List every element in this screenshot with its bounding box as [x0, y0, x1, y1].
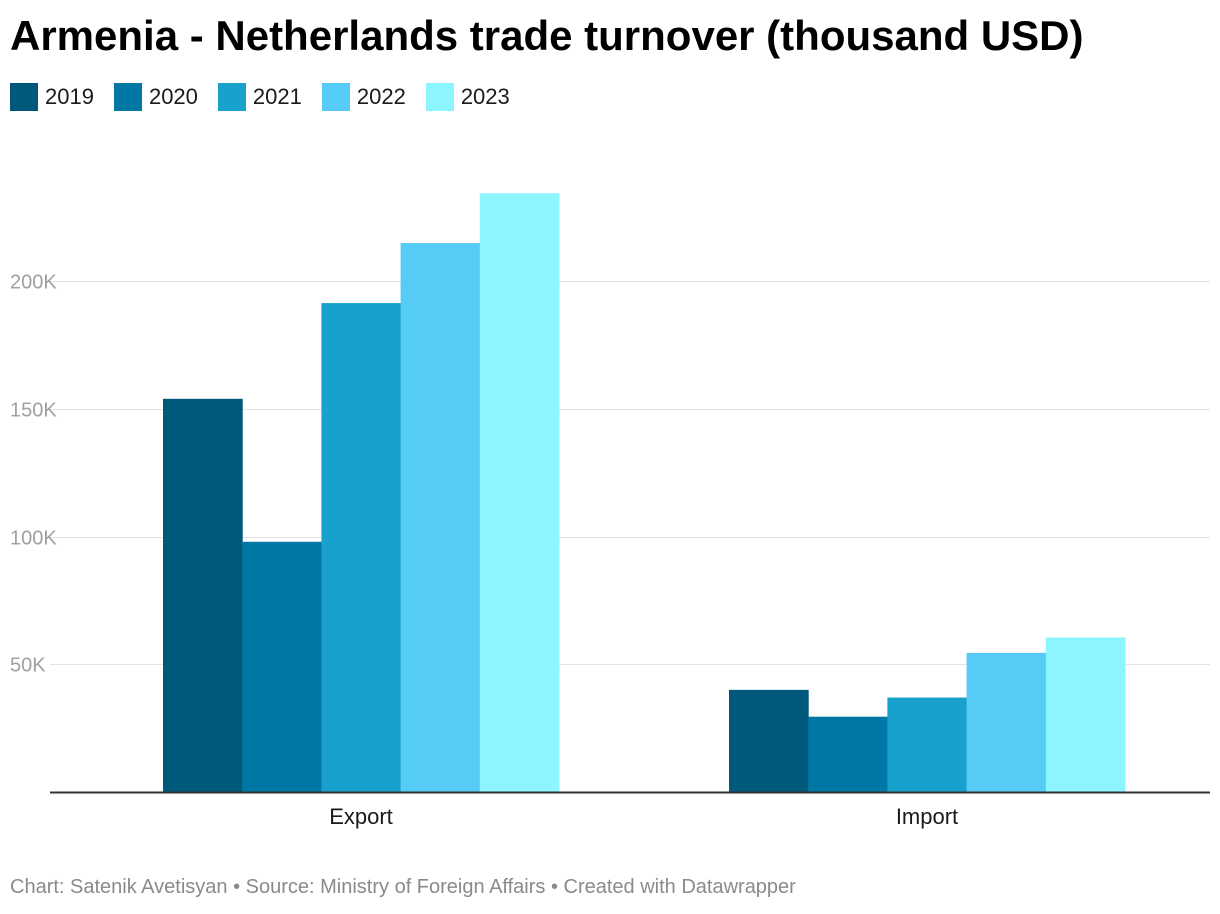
bar-export-2019 — [163, 398, 243, 792]
y-tick-label-50K: 50K — [10, 655, 46, 677]
legend-item-2023: 2023 — [425, 83, 510, 111]
y-tick-label-150K: 150K — [10, 400, 57, 422]
x-category-label-export: Export — [329, 804, 393, 829]
legend-swatch-2022 — [321, 83, 350, 111]
legend-item-2020: 2020 — [113, 83, 198, 111]
legend-swatch-2021 — [217, 83, 246, 111]
legend-label-2022: 2022 — [356, 84, 406, 109]
legend-label-2020: 2020 — [148, 84, 198, 109]
chart-legend: 2019 2020 2021 2022 2023 — [10, 82, 530, 112]
bar-export-2022 — [400, 243, 481, 792]
bar-export-2021 — [321, 303, 402, 792]
bar-import-2021 — [887, 697, 968, 792]
legend-item-2019: 2019 — [10, 83, 94, 111]
bar-chart: 50K 100K 150K 200K Export Import — [10, 193, 1210, 829]
bar-export-2020 — [242, 541, 322, 792]
legend-swatch-2019 — [10, 83, 38, 111]
x-category-label-import: Import — [896, 804, 958, 829]
legend-label-2019: 2019 — [45, 84, 94, 109]
legend-label-2023: 2023 — [460, 84, 510, 109]
legend-swatch-2023 — [425, 83, 454, 111]
chart-footer-credit: Chart: Satenik Avetisyan • Source: Minis… — [10, 876, 796, 898]
bar-import-2023 — [1045, 637, 1126, 792]
legend-item-2022: 2022 — [321, 83, 406, 111]
legend-item-2021: 2021 — [217, 83, 302, 111]
y-tick-label-100K: 100K — [10, 528, 57, 550]
bar-export-2023 — [479, 193, 560, 792]
y-tick-label-200K: 200K — [10, 272, 57, 294]
legend-label-2021: 2021 — [252, 84, 302, 109]
bar-import-2020 — [808, 716, 888, 792]
legend-swatch-2020 — [113, 83, 142, 111]
chart-title: Armenia - Netherlands trade turnover (th… — [10, 12, 1084, 59]
bar-import-2022 — [966, 652, 1047, 792]
bar-import-2019 — [729, 689, 809, 792]
